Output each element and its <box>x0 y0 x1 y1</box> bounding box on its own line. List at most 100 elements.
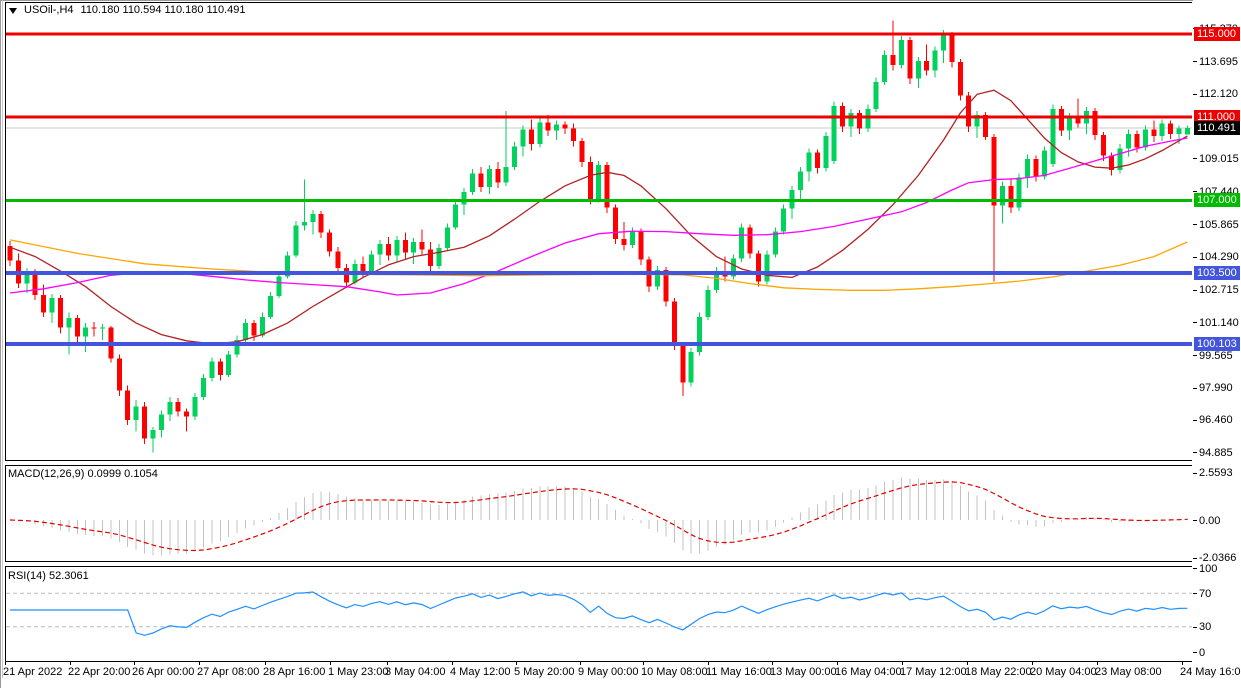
candle-body[interactable] <box>915 61 921 79</box>
candle-body[interactable] <box>158 414 164 431</box>
candle-body[interactable] <box>116 358 122 391</box>
candle-body[interactable] <box>671 301 677 345</box>
candle-body[interactable] <box>1176 128 1182 134</box>
candle-body[interactable] <box>133 406 139 420</box>
candle-body[interactable] <box>200 378 206 397</box>
candle-body[interactable] <box>1050 108 1056 164</box>
candle-body[interactable] <box>823 135 829 169</box>
candle-body[interactable] <box>335 251 341 268</box>
candle-body[interactable] <box>1067 117 1073 131</box>
candle-body[interactable] <box>663 270 669 302</box>
candle-body[interactable] <box>91 327 97 329</box>
candle-body[interactable] <box>730 258 736 277</box>
chevron-down-icon[interactable] <box>9 7 17 14</box>
candle-body[interactable] <box>1100 134 1106 156</box>
candle-body[interactable] <box>798 171 804 190</box>
candle-body[interactable] <box>596 165 602 200</box>
candle-body[interactable] <box>66 317 72 328</box>
candle-body[interactable] <box>814 152 820 169</box>
candle-body[interactable] <box>419 242 425 250</box>
candle-body[interactable] <box>369 254 375 273</box>
candle-body[interactable] <box>83 327 89 337</box>
candle-body[interactable] <box>873 81 879 109</box>
candle-body[interactable] <box>570 128 576 142</box>
candle-body[interactable] <box>1159 123 1165 136</box>
candle-body[interactable] <box>74 317 80 337</box>
candle-body[interactable] <box>7 246 13 261</box>
candle-body[interactable] <box>436 248 442 266</box>
candle-body[interactable] <box>150 430 156 439</box>
candle-body[interactable] <box>49 298 55 313</box>
candle-body[interactable] <box>772 231 778 255</box>
candle-body[interactable] <box>924 61 930 71</box>
candle-body[interactable] <box>604 165 610 208</box>
candle-body[interactable] <box>242 323 248 340</box>
candle-body[interactable] <box>528 129 534 145</box>
candle-body[interactable] <box>175 402 181 412</box>
candle-body[interactable] <box>520 129 526 147</box>
candle-body[interactable] <box>318 213 324 233</box>
candle-body[interactable] <box>301 222 307 226</box>
candle-body[interactable] <box>999 185 1005 206</box>
candle-body[interactable] <box>1142 129 1148 148</box>
main-chart-plot[interactable] <box>6 3 1192 460</box>
candle-body[interactable] <box>503 167 509 183</box>
candle-body[interactable] <box>377 244 383 255</box>
candle-body[interactable] <box>343 268 349 283</box>
candle-body[interactable] <box>705 289 711 317</box>
candle-body[interactable] <box>125 390 131 420</box>
candle-body[interactable] <box>629 231 635 246</box>
candle-body[interactable] <box>142 406 148 439</box>
candle-body[interactable] <box>24 272 30 284</box>
candle-body[interactable] <box>1075 117 1081 124</box>
candle-body[interactable] <box>251 323 257 336</box>
candle-body[interactable] <box>1168 123 1174 134</box>
candle-body[interactable] <box>32 272 38 296</box>
candle-body[interactable] <box>470 173 476 193</box>
candle-body[interactable] <box>1109 155 1115 171</box>
candle-body[interactable] <box>949 35 955 63</box>
candle-body[interactable] <box>898 40 904 66</box>
candle-body[interactable] <box>554 124 560 131</box>
candle-body[interactable] <box>655 270 661 287</box>
candle-body[interactable] <box>167 402 173 415</box>
candle-body[interactable] <box>991 136 997 206</box>
candle-body[interactable] <box>428 249 433 266</box>
candle-body[interactable] <box>209 361 215 379</box>
candle-body[interactable] <box>217 361 223 376</box>
candle-body[interactable] <box>621 238 627 246</box>
candle-body[interactable] <box>453 204 459 228</box>
candle-body[interactable] <box>1117 148 1123 171</box>
candle-body[interactable] <box>285 255 291 277</box>
candle-body[interactable] <box>41 295 47 313</box>
candle-body[interactable] <box>1092 110 1098 135</box>
candle-body[interactable] <box>697 316 703 353</box>
candle-body[interactable] <box>713 271 719 290</box>
candle-body[interactable] <box>293 225 299 256</box>
candle-body[interactable] <box>1058 108 1064 131</box>
candle-body[interactable] <box>739 227 745 259</box>
candle-body[interactable] <box>966 95 972 127</box>
candle-body[interactable] <box>259 316 265 336</box>
candle-body[interactable] <box>755 253 761 282</box>
candle-body[interactable] <box>268 296 274 317</box>
candle-body[interactable] <box>688 352 694 383</box>
candle-body[interactable] <box>983 115 989 137</box>
macd-plot[interactable] <box>6 466 1192 561</box>
candle-body[interactable] <box>545 122 551 131</box>
candle-body[interactable] <box>831 105 837 161</box>
candle-body[interactable] <box>184 411 190 417</box>
candle-body[interactable] <box>461 192 467 205</box>
candle-body[interactable] <box>764 254 770 282</box>
candle-body[interactable] <box>1184 127 1190 135</box>
candle-body[interactable] <box>638 231 644 260</box>
candle-body[interactable] <box>411 242 417 253</box>
candle-body[interactable] <box>579 141 585 162</box>
candle-body[interactable] <box>1126 133 1132 149</box>
candle-body[interactable] <box>941 35 947 51</box>
candle-body[interactable] <box>587 161 593 200</box>
candle-body[interactable] <box>478 173 484 187</box>
candle-body[interactable] <box>512 146 518 168</box>
candle-body[interactable] <box>882 54 888 82</box>
candle-body[interactable] <box>613 207 619 239</box>
